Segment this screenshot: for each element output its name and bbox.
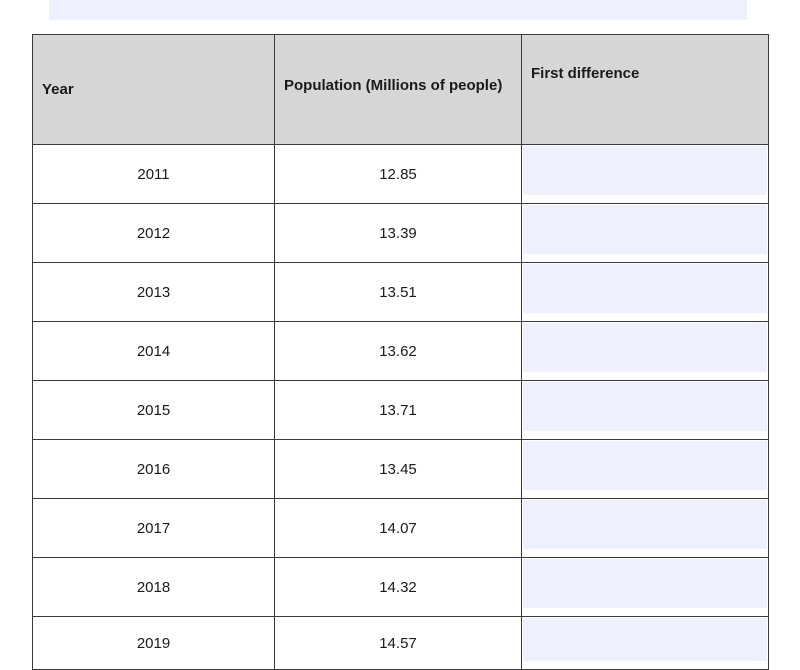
year-value: 2017	[136, 519, 171, 537]
population-cell: 14.07	[274, 498, 522, 558]
top-answer-field[interactable]	[49, 0, 747, 20]
population-value: 14.07	[379, 519, 417, 537]
year-value: 2015	[136, 401, 171, 419]
header-population-label: Population (Millions of people)	[284, 76, 503, 94]
table-header-row: Year Population (Millions of people) Fir…	[32, 34, 769, 145]
year-value: 2019	[136, 634, 171, 652]
year-value: 2013	[136, 283, 171, 301]
population-value: 13.45	[379, 460, 417, 478]
population-cell: 13.39	[274, 203, 522, 263]
first-difference-cell	[521, 321, 769, 381]
population-cell: 14.57	[274, 616, 522, 670]
header-first-difference-label: First difference	[531, 65, 640, 82]
year-cell: 2011	[32, 144, 275, 204]
population-value: 14.32	[379, 578, 417, 596]
first-difference-cell	[521, 557, 769, 617]
year-cell: 2013	[32, 262, 275, 322]
population-cell: 13.62	[274, 321, 522, 381]
year-cell: 2014	[32, 321, 275, 381]
population-cell: 13.45	[274, 439, 522, 499]
first-difference-cell	[521, 498, 769, 558]
first-difference-input[interactable]	[523, 500, 767, 549]
first-difference-input[interactable]	[523, 559, 767, 608]
table-row: 2016 13.45	[32, 439, 769, 499]
first-difference-input[interactable]	[523, 441, 767, 490]
year-value: 2014	[136, 342, 171, 360]
population-cell: 14.32	[274, 557, 522, 617]
population-value: 13.39	[379, 224, 417, 242]
table-row: 2015 13.71	[32, 380, 769, 440]
year-cell: 2012	[32, 203, 275, 263]
population-cell: 13.51	[274, 262, 522, 322]
first-difference-cell	[521, 439, 769, 499]
year-cell: 2016	[32, 439, 275, 499]
population-value: 13.51	[379, 283, 417, 301]
first-difference-input[interactable]	[523, 264, 767, 313]
table-row: 2014 13.62	[32, 321, 769, 381]
table-row: 2019 14.57	[32, 616, 769, 670]
table-row: 2011 12.85	[32, 144, 769, 204]
year-cell: 2019	[32, 616, 275, 670]
population-value: 13.62	[379, 342, 417, 360]
year-value: 2012	[136, 224, 171, 242]
first-difference-cell	[521, 203, 769, 263]
first-difference-cell	[521, 380, 769, 440]
year-value: 2011	[137, 165, 170, 183]
table-row: 2018 14.32	[32, 557, 769, 617]
header-year-label: Year	[42, 80, 74, 98]
population-cell: 12.85	[274, 144, 522, 204]
first-difference-input[interactable]	[523, 323, 767, 372]
year-cell: 2018	[32, 557, 275, 617]
year-value: 2016	[136, 460, 171, 478]
header-population: Population (Millions of people)	[274, 34, 522, 145]
first-difference-cell	[521, 144, 769, 204]
population-table: Year Population (Millions of people) Fir…	[32, 34, 769, 670]
population-value: 12.85	[379, 165, 417, 183]
table-row: 2012 13.39	[32, 203, 769, 263]
header-first-difference: First difference	[521, 34, 769, 145]
year-cell: 2017	[32, 498, 275, 558]
population-value: 14.57	[379, 634, 417, 652]
header-year: Year	[32, 34, 275, 145]
first-difference-input[interactable]	[523, 146, 767, 195]
table-row: 2013 13.51	[32, 262, 769, 322]
population-cell: 13.71	[274, 380, 522, 440]
table-row: 2017 14.07	[32, 498, 769, 558]
population-value: 13.71	[379, 401, 417, 419]
year-cell: 2015	[32, 380, 275, 440]
first-difference-cell	[521, 616, 769, 670]
first-difference-input[interactable]	[523, 382, 767, 431]
first-difference-input[interactable]	[523, 205, 767, 254]
first-difference-input[interactable]	[523, 618, 767, 661]
year-value: 2018	[136, 578, 171, 596]
first-difference-cell	[521, 262, 769, 322]
